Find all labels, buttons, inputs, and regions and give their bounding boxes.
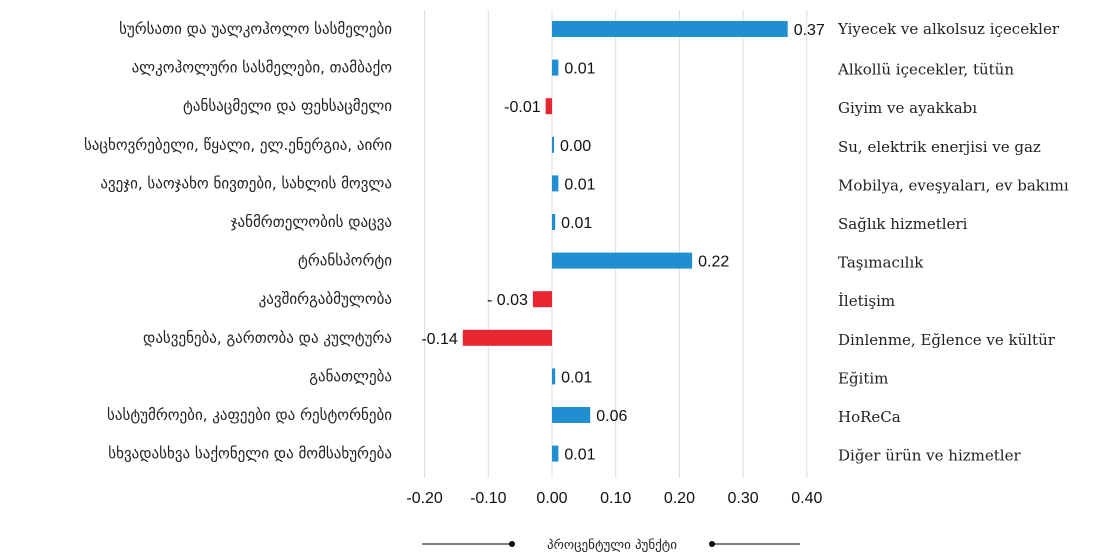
x-tick-label: -0.10 xyxy=(470,490,507,507)
category-label: ტანსაცმელი და ფეხსაცმელი xyxy=(183,97,392,115)
value-label: 0.01 xyxy=(564,61,595,78)
value-label: 0.37 xyxy=(794,22,825,39)
category-label-turkish: Mobilya, eveşyaları, ev bakımı xyxy=(838,176,1069,194)
x-tick-label: 0.30 xyxy=(728,490,759,507)
x-axis-title: პროცენტული პუნქტი xyxy=(547,538,677,552)
x-axis-title-group: პროცენტული პუნქტი xyxy=(422,538,800,552)
category-label-turkish: Taşımacılık xyxy=(838,254,924,272)
value-label: - 0.03 xyxy=(487,292,528,309)
category-label-turkish: Yiyecek ve alkolsuz içecekler xyxy=(837,20,1060,38)
category-label-turkish: Eğitim xyxy=(838,369,888,387)
value-label: -0.14 xyxy=(421,331,458,348)
category-label: განათლება xyxy=(309,367,392,385)
bar xyxy=(552,214,556,230)
category-label: სხვადასხვა საქონელი და მომსახურება xyxy=(108,445,392,463)
category-label: სასტუმროები, კაფეები და რესტორნები xyxy=(107,406,392,424)
bar xyxy=(552,368,556,385)
bar xyxy=(552,175,559,192)
x-tick-label: 0.40 xyxy=(791,490,822,507)
category-label-turkish: Giyim ve ayakkabı xyxy=(838,99,977,117)
category-label: დასვენება, გართობა და კულტურა xyxy=(143,329,392,347)
bar xyxy=(552,21,788,37)
category-label-turkish: Dinlenme, Eğlence ve kültür xyxy=(838,331,1056,349)
value-label: -0.01 xyxy=(504,99,541,116)
x-axis-title-dot-left xyxy=(509,541,515,547)
x-tick-label: 0.10 xyxy=(600,490,631,507)
category-label-turkish: İletişim xyxy=(838,292,895,310)
bar xyxy=(552,445,559,462)
value-labels: 0.37 0.01 -0.01 0.00 0.01 0.01 0.22 - 0.03 -0.14… xyxy=(421,22,825,464)
bar xyxy=(552,136,554,153)
category-label-turkish: Su, elektrik enerjisi ve gaz xyxy=(838,138,1041,156)
value-label: 0.00 xyxy=(560,138,591,155)
value-label: 0.01 xyxy=(564,447,595,464)
bar xyxy=(552,252,693,269)
bar xyxy=(552,407,591,423)
category-label-turkish: Sağlık hizmetleri xyxy=(838,215,968,233)
category-labels-turkish: Yiyecek ve alkolsuz içecekler Alkollü içe… xyxy=(837,20,1069,465)
bar xyxy=(532,291,552,308)
value-label: 0.01 xyxy=(564,176,595,193)
x-axis-title-dot-right xyxy=(709,541,715,547)
bars xyxy=(462,21,788,462)
value-label: 0.01 xyxy=(561,369,592,386)
category-label: სურსათი და უალკოჰოლო სასმელები xyxy=(119,20,392,38)
bar xyxy=(552,59,559,76)
x-tick-label: -0.20 xyxy=(406,490,443,507)
value-label: 0.01 xyxy=(561,215,592,232)
category-label-turkish: Alkollü içecekler, tütün xyxy=(837,61,1014,79)
value-label: 0.22 xyxy=(698,254,729,271)
category-labels-georgian: სურსათი და უალკოჰოლო სასმელები ალკოჰოლური… xyxy=(84,20,392,463)
category-label-turkish: HoReCa xyxy=(838,408,901,426)
category-label: საცხოვრებელი, წყალი, ელ.ენერგია, აირი xyxy=(84,136,392,154)
category-label-turkish: Diğer ürün ve hizmetler xyxy=(838,447,1021,465)
x-axis-ticks: -0.20 -0.10 0.00 0.10 0.20 0.30 0.40 xyxy=(406,490,822,507)
gridlines xyxy=(424,10,808,478)
bar xyxy=(462,329,552,346)
bar xyxy=(545,98,552,115)
category-label: ავეჯი, საოჯახო ნივთები, სახლის მოვლა xyxy=(100,174,392,192)
category-label: ჯანმრთელობის დაცვა xyxy=(231,213,392,231)
category-label: ტრანსპორტი xyxy=(298,252,392,270)
x-tick-label: 0.00 xyxy=(536,490,567,507)
value-label: 0.06 xyxy=(596,408,627,425)
x-tick-label: 0.20 xyxy=(664,490,695,507)
category-label: კავშირგაბმულობა xyxy=(259,290,392,308)
category-label: ალკოჰოლური სასმელები, თამბაქო xyxy=(132,59,393,77)
